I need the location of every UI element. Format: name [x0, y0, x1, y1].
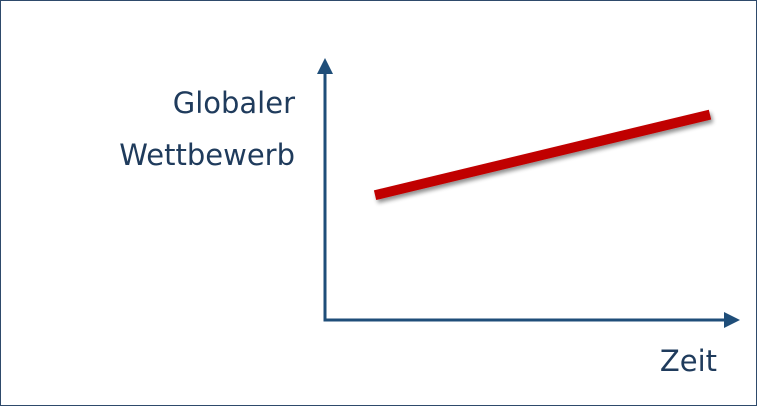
series-line-1 — [373, 109, 712, 201]
y-axis-arrowhead — [317, 58, 333, 74]
y-axis-label-line-1: Globaler — [173, 86, 295, 120]
series-group — [373, 109, 712, 201]
y-axis-label-line-2: Wettbewerb — [119, 138, 295, 172]
x-axis-arrowhead — [724, 312, 740, 328]
x-axis-label: Zeit — [660, 344, 717, 378]
